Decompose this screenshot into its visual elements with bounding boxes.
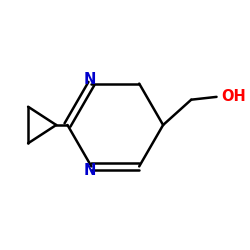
Text: OH: OH [222,89,246,104]
Text: N: N [84,72,96,88]
Text: N: N [84,162,96,178]
